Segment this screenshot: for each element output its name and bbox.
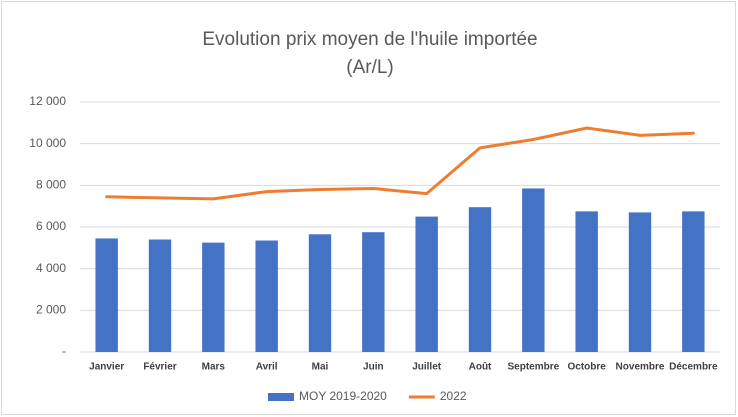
bar [148, 239, 172, 352]
y-tick-label: 8 000 [36, 178, 66, 192]
y-tick-label: 12 000 [29, 94, 66, 108]
x-tick-label: Septembre [507, 362, 559, 373]
y-tick-label: 10 000 [29, 136, 66, 150]
x-tick-label: Août [469, 362, 492, 373]
x-tick-label: Janvier [89, 362, 124, 373]
bar [95, 238, 118, 352]
x-tick-label: Juin [363, 362, 384, 373]
y-tick-label: 2 000 [36, 303, 66, 317]
bar [308, 234, 332, 352]
y-tick-label: 6 000 [36, 219, 66, 233]
bar [202, 242, 225, 352]
x-tick-label: Avril [256, 362, 278, 373]
y-tick-label: 4 000 [36, 261, 66, 275]
x-tick-label: Novembre [616, 362, 665, 373]
chart-title: Evolution prix moyen de l'huile importée [202, 29, 537, 50]
chart-subtitle: (Ar/L) [346, 57, 394, 78]
x-tick-label: Mars [202, 362, 226, 373]
x-tick-label: Juillet [412, 362, 442, 373]
bar [362, 232, 385, 352]
legend-swatch [268, 393, 294, 401]
bar [522, 188, 545, 352]
line [105, 126, 695, 201]
bar [255, 240, 278, 352]
x-tick-label: Février [143, 362, 176, 373]
legend-label: 2022 [440, 389, 467, 403]
x-tick-label: Décembre [669, 362, 718, 373]
x-tick-label: Octobre [567, 362, 606, 373]
x-tick-label: Mai [312, 362, 329, 373]
bar [415, 216, 438, 352]
bar [468, 207, 492, 352]
bar [628, 212, 652, 352]
bar [682, 211, 705, 352]
bar [575, 211, 598, 352]
y-tick-label: - [62, 344, 66, 358]
legend-label: MOY 2019-2020 [299, 389, 387, 403]
